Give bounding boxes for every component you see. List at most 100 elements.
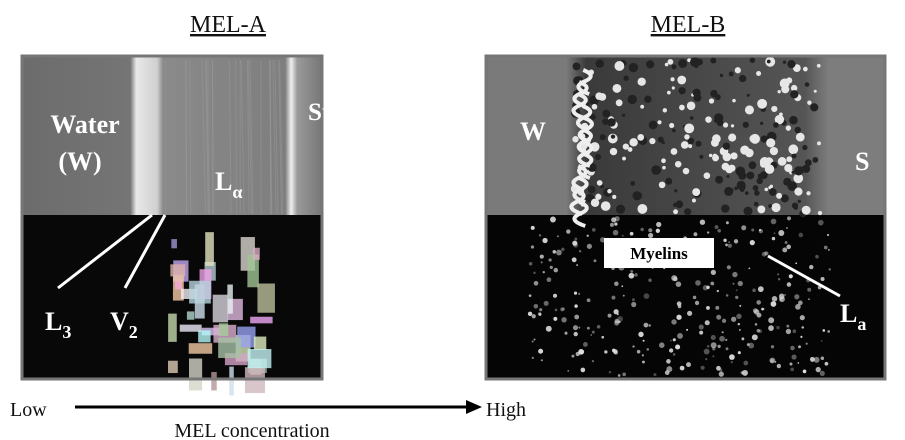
texture-mark bbox=[602, 110, 610, 118]
texture-mark bbox=[613, 84, 622, 93]
texture-mark bbox=[725, 339, 727, 341]
texture-mark bbox=[587, 327, 590, 330]
texture-mark bbox=[561, 317, 566, 322]
texture-mark bbox=[750, 134, 760, 144]
texture-mark bbox=[738, 281, 743, 286]
texture-mark bbox=[596, 59, 604, 67]
texture-mark bbox=[726, 347, 729, 350]
texture-mark bbox=[573, 325, 578, 330]
texture-mark bbox=[725, 166, 733, 174]
texture-mark bbox=[803, 370, 807, 374]
texture-mark bbox=[651, 165, 661, 175]
texture-mark bbox=[717, 290, 719, 292]
texture-mark bbox=[554, 268, 558, 272]
texture-mark bbox=[539, 234, 541, 236]
texture-mark bbox=[771, 301, 777, 307]
texture-mark bbox=[670, 340, 672, 342]
texture-mark bbox=[610, 148, 617, 155]
texture-mark bbox=[578, 349, 584, 355]
texture-mark bbox=[719, 371, 724, 376]
texture-mark bbox=[669, 348, 673, 352]
texture-mark bbox=[640, 105, 644, 109]
panel-title: MEL-A bbox=[190, 12, 267, 38]
texture-mark bbox=[777, 90, 780, 93]
texture-mark bbox=[613, 309, 618, 314]
texture-mark bbox=[750, 240, 755, 245]
texture-mark bbox=[784, 164, 792, 172]
texture-mark bbox=[730, 152, 737, 159]
texture-mark bbox=[629, 63, 638, 72]
texture-mark bbox=[637, 204, 647, 214]
texture-mark bbox=[791, 354, 796, 359]
texture-mark bbox=[809, 265, 813, 269]
texture-mark bbox=[738, 183, 741, 186]
texture-mark bbox=[638, 78, 646, 86]
texture-mark bbox=[622, 157, 626, 161]
texture-mark bbox=[544, 301, 549, 306]
texture-mark bbox=[818, 220, 824, 226]
texture-mark bbox=[721, 204, 729, 212]
texture-mark bbox=[732, 99, 736, 103]
texture-mark bbox=[632, 345, 634, 347]
texture-mark bbox=[741, 337, 744, 340]
texture-mark bbox=[528, 312, 532, 316]
texture-mark bbox=[680, 91, 683, 94]
texture-mark bbox=[717, 229, 721, 233]
texture-mark bbox=[794, 188, 802, 196]
texture-mark bbox=[706, 306, 710, 310]
texture-mark bbox=[611, 134, 615, 138]
texture-mark bbox=[550, 217, 556, 223]
texture-mark bbox=[752, 334, 758, 340]
texture-mark bbox=[699, 324, 704, 329]
texture-mark bbox=[795, 262, 797, 264]
texture-mark bbox=[749, 161, 757, 169]
texture-mark bbox=[771, 219, 777, 225]
texture-mark bbox=[555, 309, 558, 312]
texture-mark bbox=[727, 265, 731, 269]
texture-mark bbox=[818, 211, 822, 215]
texture-mark bbox=[662, 166, 666, 170]
texture-mark bbox=[801, 326, 803, 328]
texture-mark bbox=[787, 282, 792, 287]
texture-mark bbox=[613, 230, 619, 236]
label-main: L bbox=[45, 307, 62, 336]
texture-mark bbox=[592, 228, 596, 232]
texture-mark bbox=[571, 355, 574, 358]
texture-mark bbox=[705, 358, 707, 360]
texture-mark bbox=[776, 193, 782, 199]
texture-mark bbox=[786, 156, 792, 162]
texture-mark bbox=[699, 155, 703, 159]
texture-mark bbox=[629, 138, 637, 146]
texture-mark bbox=[677, 76, 686, 85]
texture-mark bbox=[601, 201, 611, 211]
texture-mark bbox=[534, 339, 536, 341]
texture-mark bbox=[774, 232, 776, 234]
texture-mark bbox=[707, 231, 709, 233]
axis-label: High bbox=[486, 399, 526, 421]
label: S bbox=[855, 147, 869, 176]
texture-mark bbox=[805, 82, 810, 87]
texture-mark bbox=[165, 60, 166, 214]
texture-mark bbox=[765, 188, 769, 192]
texture-mark bbox=[812, 157, 818, 163]
texture-mark bbox=[754, 190, 760, 196]
texture-mark bbox=[789, 274, 793, 278]
texture-mark bbox=[723, 239, 726, 242]
texture-mark bbox=[722, 319, 726, 323]
texture-mark bbox=[783, 61, 786, 64]
texture-mark bbox=[648, 228, 652, 232]
texture-mark bbox=[743, 122, 749, 128]
texture-mark bbox=[673, 338, 676, 341]
texture-mark bbox=[800, 315, 805, 320]
texture-mark bbox=[779, 113, 783, 117]
texture-mark bbox=[168, 314, 177, 342]
texture-mark bbox=[786, 125, 791, 130]
texture-mark bbox=[597, 180, 603, 186]
texture-mark bbox=[653, 373, 656, 376]
texture-mark bbox=[171, 239, 177, 248]
texture-mark bbox=[821, 277, 825, 281]
texture-mark bbox=[747, 172, 755, 180]
texture-mark bbox=[771, 203, 780, 212]
texture-mark bbox=[711, 270, 716, 275]
texture-mark bbox=[542, 238, 547, 243]
